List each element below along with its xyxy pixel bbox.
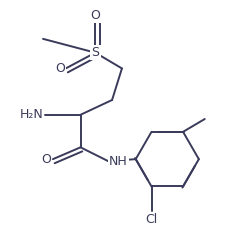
Text: NH: NH (109, 155, 128, 168)
Text: S: S (91, 46, 99, 59)
Text: H₂N: H₂N (19, 108, 43, 121)
Text: O: O (55, 62, 65, 75)
Text: Cl: Cl (145, 213, 158, 226)
Text: O: O (90, 9, 100, 22)
Text: O: O (41, 153, 51, 166)
